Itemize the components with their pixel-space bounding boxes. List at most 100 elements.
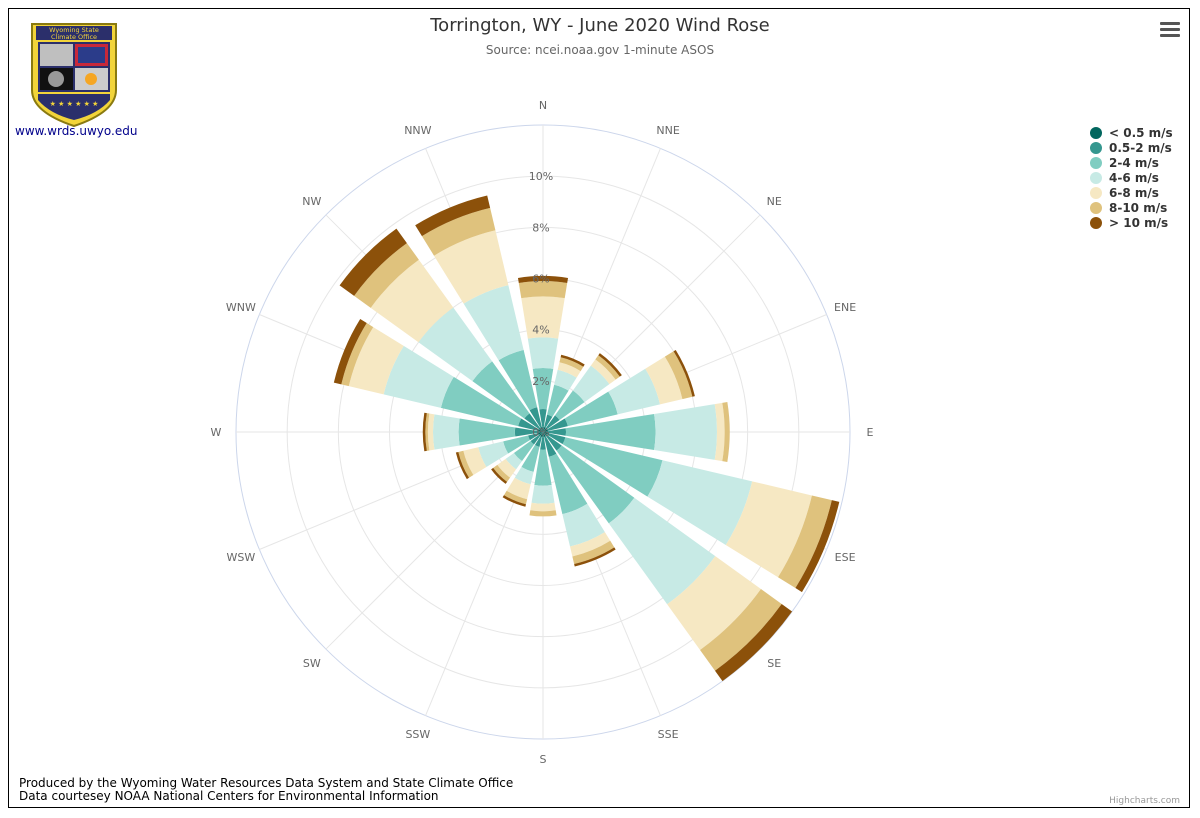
bar-SSE-series-1[interactable] (544, 436, 557, 457)
bar-WNW-series-6[interactable] (333, 318, 367, 385)
bar-WNW-series-3[interactable] (383, 345, 454, 408)
bar-S-series-5[interactable] (529, 510, 557, 517)
legend-item[interactable]: 6-8 m/s (1090, 185, 1173, 200)
bar-NNW-series-1[interactable] (529, 407, 542, 428)
legend-item[interactable]: 8-10 m/s (1090, 200, 1173, 215)
bar-NE-series-3[interactable] (572, 365, 610, 403)
bar-SSW-series-3[interactable] (514, 466, 534, 485)
bar-WNW-series-4[interactable] (348, 327, 404, 395)
bar-ESE-series-1[interactable] (547, 433, 566, 445)
bar-N-series-4[interactable] (521, 296, 565, 339)
bar-SSW-series-6[interactable] (502, 495, 526, 507)
bar-ENE-series-3[interactable] (608, 368, 661, 415)
bar-WNW-series-2[interactable] (440, 376, 522, 427)
bar-SSE-series-4[interactable] (570, 532, 611, 557)
bar-NNW-series-2[interactable] (498, 349, 538, 411)
bar-SW-series-1[interactable] (530, 434, 541, 445)
bar-SSW-series-0[interactable] (540, 432, 543, 437)
bar-WSW-series-6[interactable] (455, 451, 470, 480)
bar-SSE-series-0[interactable] (543, 432, 546, 437)
bar-ESE-series-6[interactable] (795, 500, 840, 593)
bar-NW-series-3[interactable] (418, 307, 493, 382)
bar-NNW-series-4[interactable] (434, 230, 509, 304)
bar-SSE-series-5[interactable] (572, 540, 615, 564)
bar-S-series-0[interactable] (542, 432, 544, 438)
bar-NNE-series-0[interactable] (543, 427, 546, 432)
bar-WSW-series-0[interactable] (538, 432, 543, 435)
bar-S-series-3[interactable] (531, 485, 555, 504)
bar-W-series-3[interactable] (432, 414, 460, 450)
bar-E-series-1[interactable] (548, 428, 567, 436)
bar-NNW-series-0[interactable] (540, 427, 543, 432)
bar-NW-series-2[interactable] (472, 361, 530, 419)
bar-NE-series-1[interactable] (545, 415, 560, 430)
bar-WNW-series-5[interactable] (341, 323, 374, 387)
bar-NNE-series-4[interactable] (557, 362, 581, 378)
bar-E-series-4[interactable] (714, 402, 725, 462)
bar-W-series-1[interactable] (514, 427, 538, 437)
bar-ENE-series-0[interactable] (543, 429, 548, 432)
bar-WNW-series-0[interactable] (538, 429, 543, 432)
bar-WSW-series-1[interactable] (528, 433, 539, 441)
bar-ENE-series-5[interactable] (664, 351, 693, 400)
bar-S-series-4[interactable] (530, 502, 556, 512)
bar-NNE-series-2[interactable] (547, 384, 569, 417)
bar-N-series-1[interactable] (539, 408, 547, 427)
bar-WNW-series-1[interactable] (518, 418, 539, 431)
bar-SSW-series-1[interactable] (534, 436, 542, 447)
bar-SW-series-4[interactable] (497, 458, 517, 478)
bar-NE-series-2[interactable] (554, 390, 585, 421)
bar-NW-series-0[interactable] (538, 427, 543, 432)
bar-NE-series-0[interactable] (543, 427, 548, 432)
bar-W-series-0[interactable] (537, 431, 543, 433)
bar-N-series-5[interactable] (518, 281, 568, 299)
bar-W-series-6[interactable] (422, 412, 427, 452)
bar-NNW-series-6[interactable] (415, 195, 491, 237)
bar-NW-series-4[interactable] (370, 259, 454, 343)
bar-E-series-5[interactable] (722, 402, 730, 462)
bar-SW-series-2[interactable] (513, 440, 535, 462)
bar-NE-series-5[interactable] (595, 355, 620, 380)
bar-ENE-series-4[interactable] (645, 356, 683, 405)
legend-item[interactable]: 4-6 m/s (1090, 170, 1173, 185)
bar-WSW-series-3[interactable] (478, 441, 509, 467)
bar-NNW-series-5[interactable] (421, 207, 496, 256)
bar-E-series-0[interactable] (543, 431, 549, 433)
bar-NNW-series-3[interactable] (463, 285, 524, 361)
bar-E-series-2[interactable] (565, 413, 656, 451)
bar-ESE-series-2[interactable] (562, 437, 663, 497)
legend-item[interactable]: 2-4 m/s (1090, 155, 1173, 170)
bar-SE-series-3[interactable] (608, 497, 716, 605)
legend-item[interactable]: 0.5-2 m/s (1090, 140, 1173, 155)
bar-ENE-series-6[interactable] (673, 349, 695, 397)
bar-N-series-2[interactable] (532, 368, 554, 410)
legend-item[interactable]: < 0.5 m/s (1090, 125, 1173, 140)
bar-SW-series-5[interactable] (493, 464, 511, 482)
hamburger-menu-icon[interactable] (1160, 22, 1180, 38)
bar-N-series-3[interactable] (527, 337, 559, 369)
bar-NNE-series-6[interactable] (560, 354, 585, 367)
bar-W-series-2[interactable] (458, 418, 516, 446)
bar-SSE-series-2[interactable] (548, 453, 588, 515)
bar-ESE-series-5[interactable] (778, 495, 832, 589)
bar-SW-series-3[interactable] (505, 452, 523, 470)
bar-S-series-1[interactable] (540, 437, 546, 450)
bar-SE-series-2[interactable] (556, 445, 635, 524)
bar-S-series-2[interactable] (534, 449, 552, 486)
credits-link[interactable]: Highcharts.com (1109, 796, 1180, 806)
bar-SW-series-6[interactable] (491, 467, 508, 484)
bar-NE-series-6[interactable] (598, 353, 622, 377)
bar-SE-series-4[interactable] (667, 556, 761, 650)
bar-SSW-series-5[interactable] (503, 490, 528, 505)
bar-SSE-series-6[interactable] (574, 547, 616, 567)
bar-ENE-series-2[interactable] (564, 391, 618, 427)
bar-ESE-series-0[interactable] (543, 432, 548, 435)
bar-N-series-6[interactable] (517, 275, 569, 284)
bar-W-series-4[interactable] (427, 413, 435, 451)
bar-SW-series-0[interactable] (538, 432, 543, 437)
legend-item[interactable]: > 10 m/s (1090, 215, 1173, 230)
bar-NW-series-5[interactable] (354, 243, 419, 308)
bar-WSW-series-2[interactable] (503, 435, 530, 454)
bar-ENE-series-1[interactable] (547, 418, 568, 431)
bar-ESE-series-4[interactable] (725, 481, 812, 578)
